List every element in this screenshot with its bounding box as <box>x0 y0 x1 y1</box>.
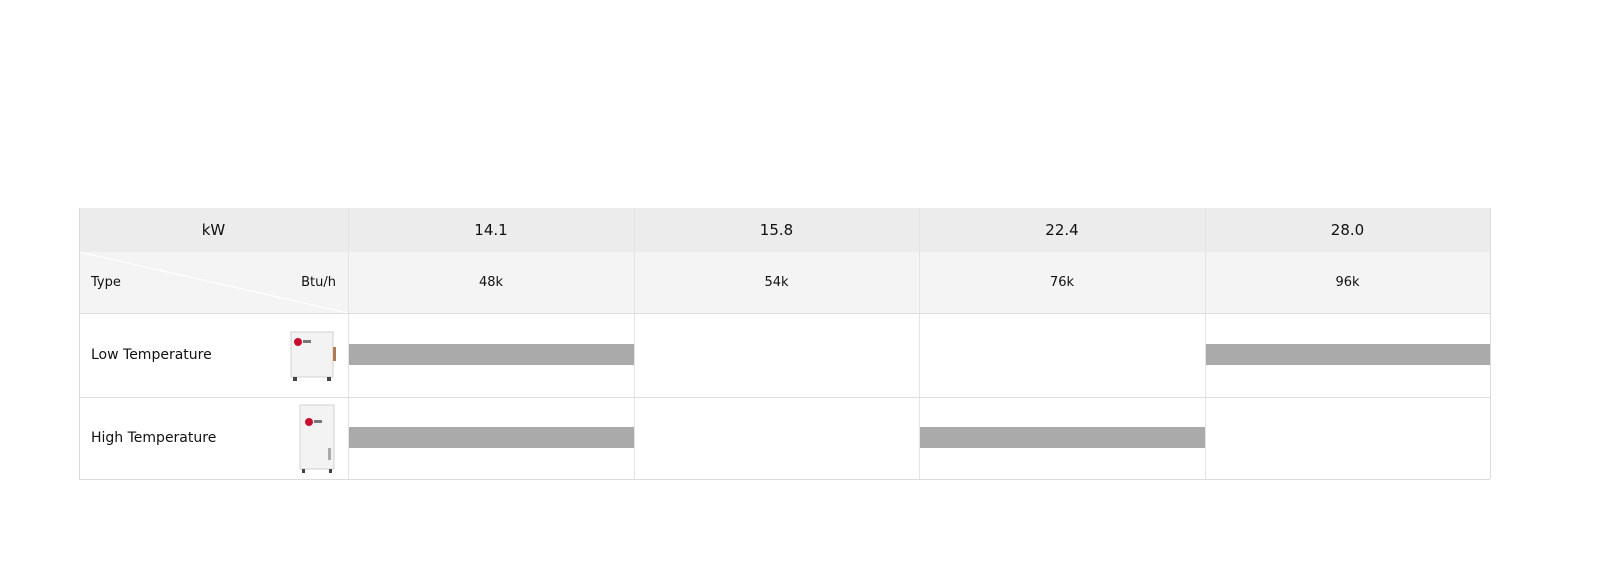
availability-bar <box>1205 344 1490 365</box>
availability-bar <box>348 427 634 448</box>
subheader-row-bg <box>79 252 1490 313</box>
grid-line <box>79 479 1490 480</box>
availability-bar <box>919 427 1205 448</box>
grid-line <box>1490 208 1491 479</box>
grid-line <box>1205 208 1206 479</box>
product-image <box>299 404 335 473</box>
product-image <box>290 331 336 381</box>
grid-line <box>919 208 920 479</box>
btu-value: 96k <box>1335 275 1360 290</box>
availability-bar <box>348 344 634 365</box>
diagonal-divider <box>79 252 348 313</box>
type-label: Type <box>91 275 121 290</box>
capacity-value: 14.1 <box>474 221 508 239</box>
unit-label: kW <box>201 221 226 239</box>
row-label: Low Temperature <box>91 347 212 363</box>
btu-value: 54k <box>764 275 789 290</box>
row-label: High Temperature <box>91 430 217 446</box>
btu-unit-label: Btu/h <box>301 275 336 290</box>
header-row-bg <box>79 208 1490 252</box>
grid-line <box>79 208 80 479</box>
capacity-value: 22.4 <box>1045 221 1079 239</box>
capacity-value: 28.0 <box>1330 221 1365 239</box>
grid-line <box>79 313 1490 314</box>
btu-value: 76k <box>1049 275 1075 290</box>
grid-line <box>348 208 349 479</box>
btu-value: 48k <box>478 275 504 290</box>
grid-line <box>79 397 1490 398</box>
grid-line <box>634 208 635 479</box>
capacity-value: 15.8 <box>759 221 794 239</box>
